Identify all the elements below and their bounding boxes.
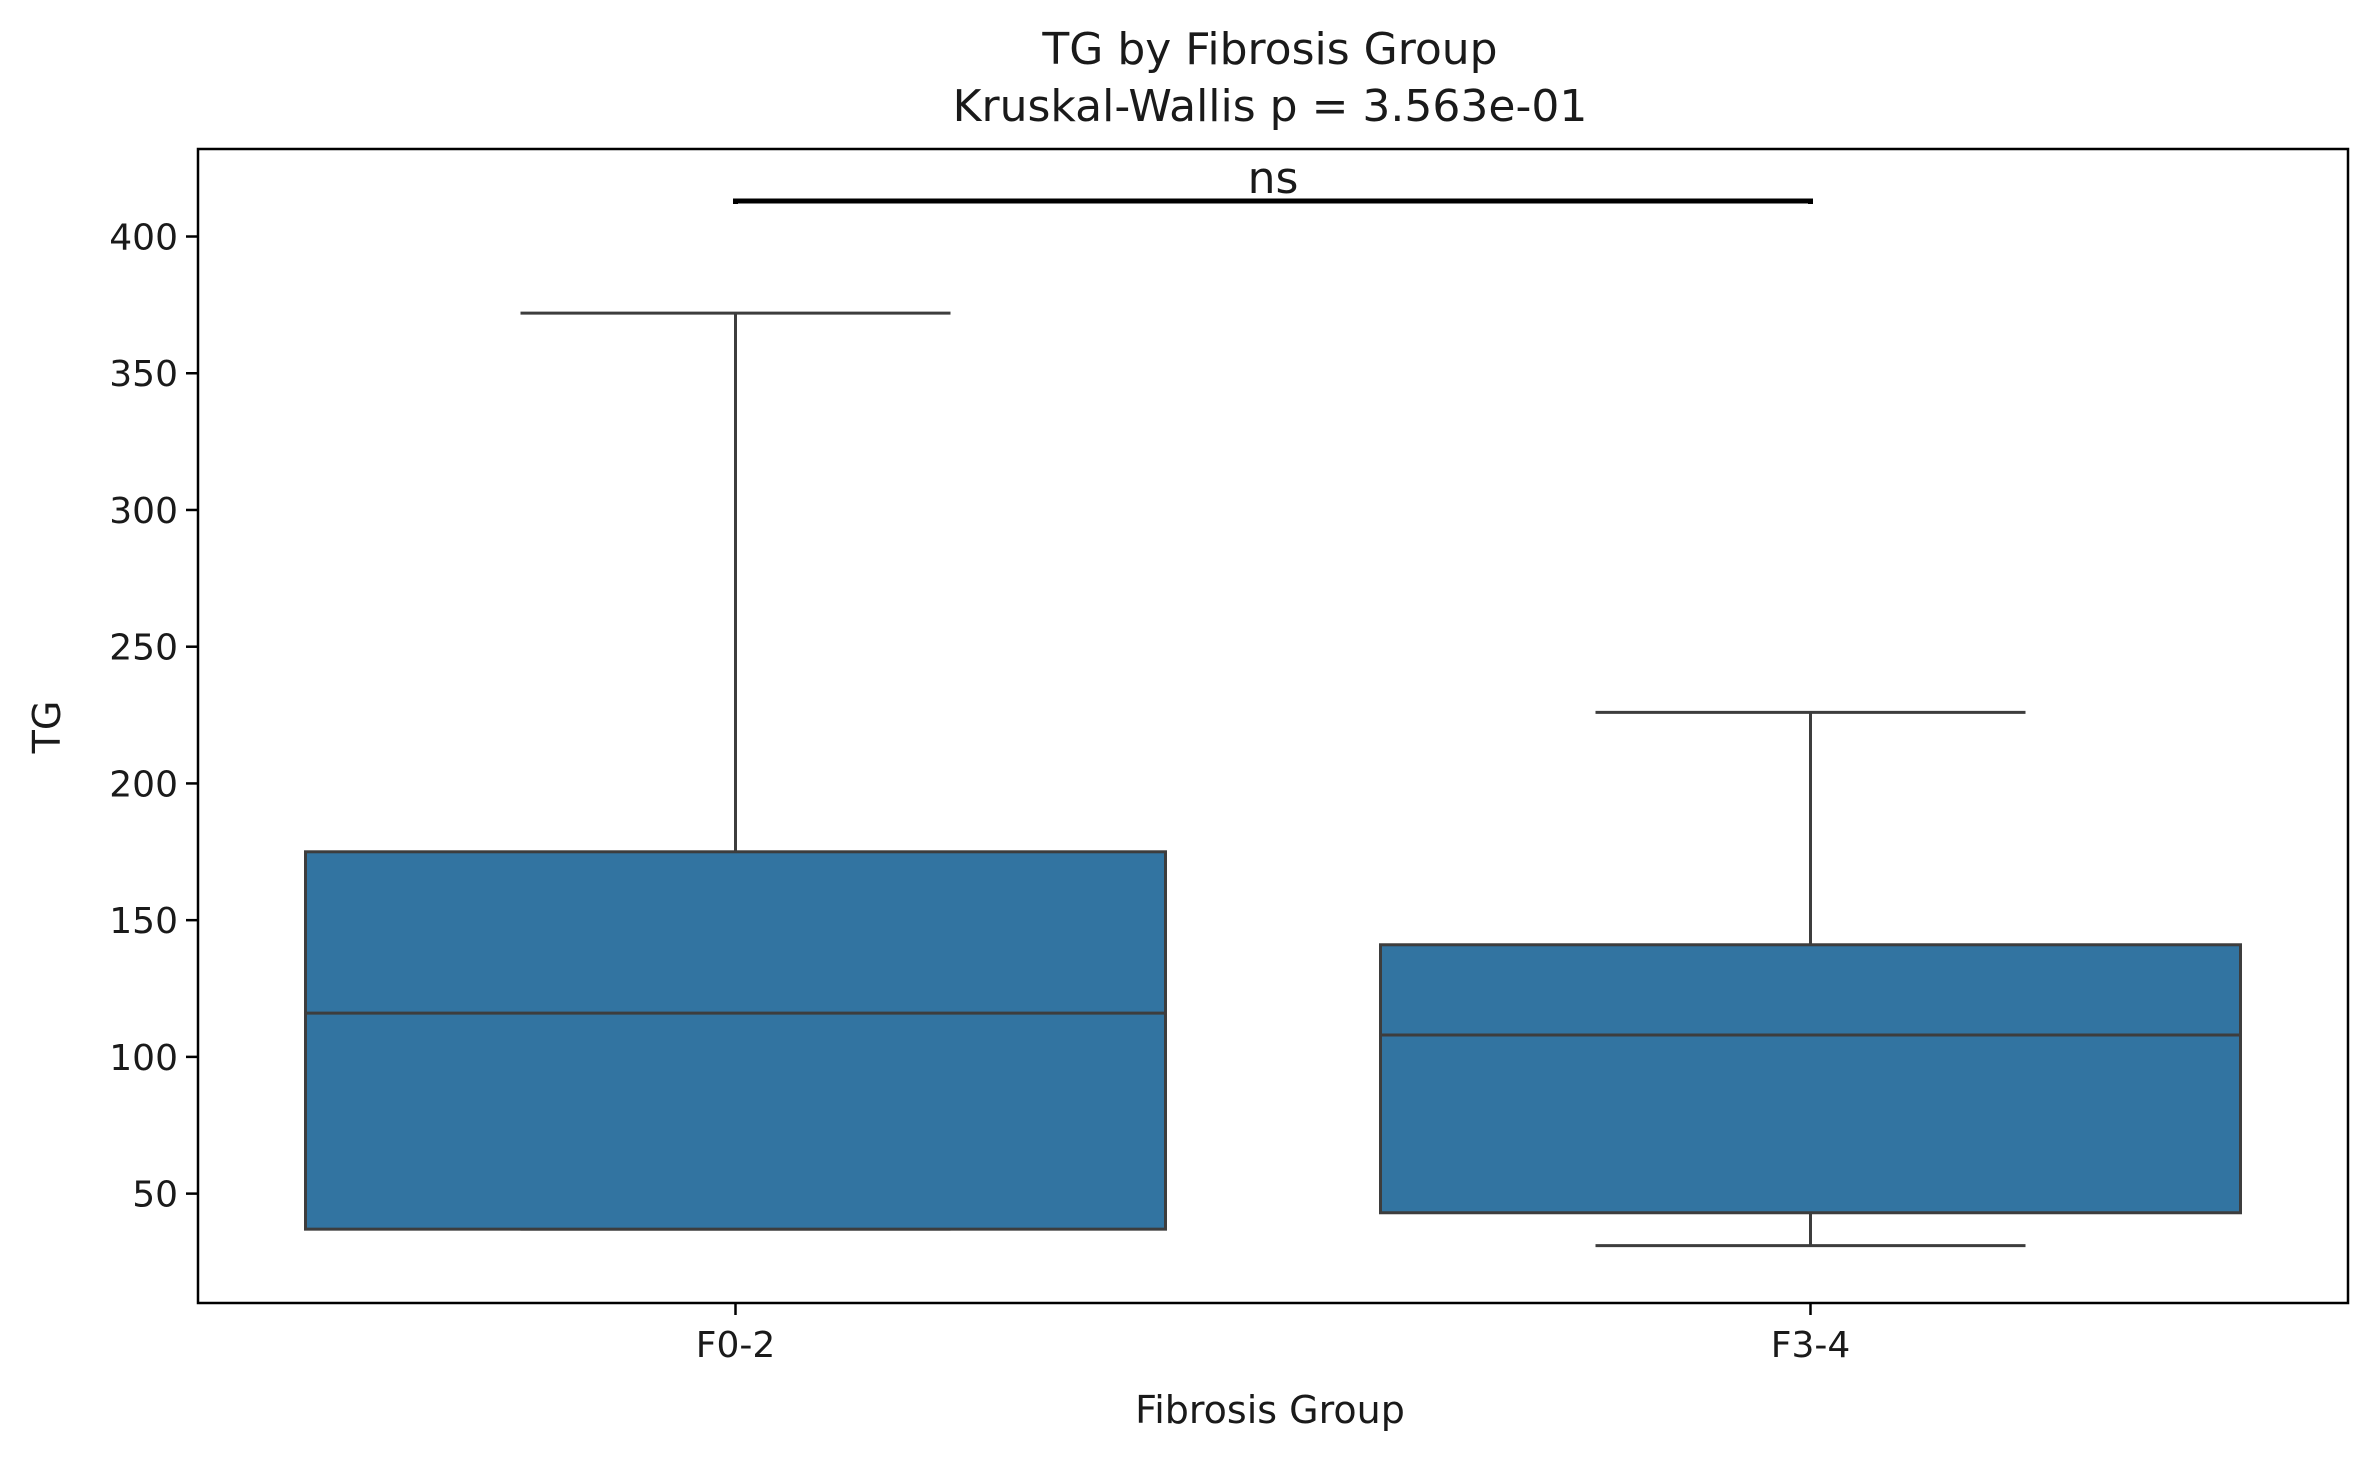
y-tick-label: 300	[109, 491, 178, 532]
y-tick-label: 100	[109, 1038, 178, 1079]
chart-subtitle: Kruskal-Wallis p = 3.563e-01	[953, 81, 1588, 132]
plot-area: 50 100 150 200 250 300 350 400 F0-2 F3-4 ns	[109, 153, 2242, 1366]
x-tick-label: F0-2	[696, 1325, 776, 1366]
y-tick-label: 400	[109, 218, 178, 259]
box	[304, 850, 1167, 1231]
y-tick-label: 150	[109, 901, 178, 942]
y-axis-label: TG	[25, 701, 69, 755]
x-tick-label: F3-4	[1771, 1325, 1851, 1366]
y-tick-label: 250	[109, 628, 178, 669]
chart-title: TG by Fibrosis Group	[1041, 24, 1497, 75]
significance-bracket	[733, 198, 1813, 204]
x-axis-label: Fibrosis Group	[1135, 1388, 1405, 1432]
y-tick-label: 200	[109, 764, 178, 805]
y-tick-label: 50	[132, 1175, 178, 1216]
box	[1379, 943, 2242, 1215]
plot-frame	[196, 147, 2350, 1305]
significance-label: ns	[1248, 153, 1299, 204]
y-tick-label: 350	[109, 354, 178, 395]
